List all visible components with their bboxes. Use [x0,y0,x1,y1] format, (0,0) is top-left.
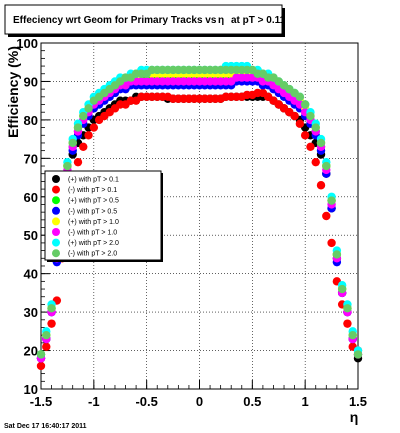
y-axis-label: Efficiency (%) [5,46,21,138]
y-tick-label: 40 [24,267,38,282]
x-tick-label: 0.5 [243,394,261,409]
data-point [353,350,363,359]
x-axis-label: η [350,409,359,425]
y-tick-label: 20 [24,344,38,359]
legend-label: (+) with pT > 1.0 [68,219,119,226]
data-point [36,350,46,359]
legend-marker [52,228,60,236]
legend-label: (-) with pT > 0.1 [68,187,117,194]
y-tick-label: 30 [24,305,38,320]
axis-ticks [40,42,359,390]
legend-label: (-) with pT > 1.0 [68,230,117,237]
data-point [327,238,336,248]
x-tick-label: 0 [196,394,203,409]
legend-entries: (+) with pT > 0.1 (-) with pT > 0.1 (+) wi… [52,175,119,258]
data-point [295,92,305,102]
legend-marker [52,238,60,247]
x-tick-label: -1 [88,394,100,409]
legend-marker [52,185,60,194]
data-point [42,342,51,351]
data-point [290,111,299,121]
legend-marker [52,206,60,215]
data-point [47,319,56,328]
x-tick-label: -0.5 [135,394,157,409]
data-point [337,284,347,294]
chart-title-cut: at pT > 0.11 [231,15,286,26]
y-tick-labels: 10 20 30 40 50 60 70 80 90 100 [16,36,38,397]
data-point [300,131,310,140]
data-point [327,196,336,205]
legend-marker [52,249,60,258]
data-point [306,111,315,121]
data-point [47,304,56,313]
legend-marker [52,217,60,226]
data-point [311,157,320,167]
data-point [300,100,310,109]
x-tick-label: 1 [302,394,309,409]
x-tick-labels: -1.5 -1 -0.5 0 0.5 1 1.5 [30,394,367,409]
data-point [322,211,331,221]
data-point [84,131,93,140]
data-point [89,123,99,132]
data-points [36,61,363,371]
data-point [316,138,326,148]
legend-marker [52,175,60,183]
x-tick-label: -1.5 [30,394,52,409]
data-point [63,161,72,171]
data-point [348,330,357,340]
data-point [332,250,342,259]
data-point [306,142,315,151]
data-point [311,123,320,132]
legend-label: (+) with pT > 2.0 [68,240,119,247]
chart-title-eta: η [218,15,224,26]
data-point [343,319,352,328]
legend-label: (+) with pT > 0.5 [68,198,119,205]
y-tick-label: 80 [24,113,38,128]
data-point [295,119,305,128]
data-point [68,138,77,148]
legend-label: (+) with pT > 0.1 [68,177,119,184]
y-tick-label: 50 [24,228,38,243]
data-point [42,330,51,340]
series-group [36,88,363,371]
data-point [73,157,83,167]
y-tick-label: 90 [24,74,38,89]
legend-marker [52,196,60,205]
legend-label: (-) with pT > 0.5 [68,208,117,215]
legend-label: (-) with pT > 2.0 [68,251,117,258]
legend: (+) with pT > 0.1 (-) with pT > 0.1 (+) wi… [44,170,163,262]
data-point [73,123,83,132]
y-tick-label: 70 [24,151,38,166]
chart-title: Effeciency wrt Geom for Primary Tracks v… [13,15,217,26]
y-tick-label: 100 [16,36,38,51]
data-point [322,161,331,171]
data-point [79,111,88,121]
y-tick-label: 10 [24,382,38,397]
data-point [36,361,46,371]
data-point [84,104,93,113]
x-tick-label: 1.5 [349,394,367,409]
data-point [343,304,352,313]
series-group [36,65,363,359]
data-point [316,181,326,190]
data-point [79,142,88,151]
timestamp: Sat Dec 17 16:40:17 2011 [4,423,87,430]
y-tick-label: 60 [24,190,38,205]
title-box: Effeciency wrt Geom for Primary Tracks v… [4,4,286,37]
